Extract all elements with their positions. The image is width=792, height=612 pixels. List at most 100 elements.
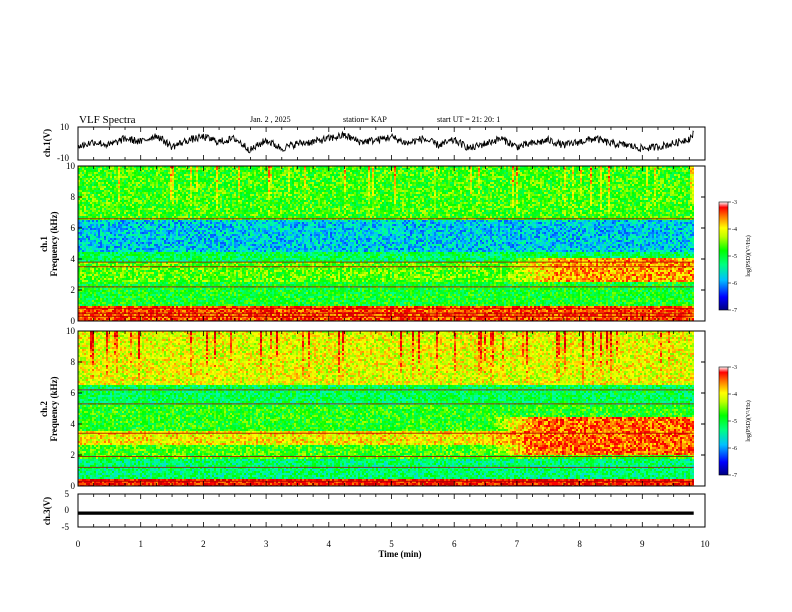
- spectrogram-cell: [108, 230, 110, 232]
- spectrogram-cell: [130, 216, 132, 218]
- spectrogram-cell: [178, 292, 180, 294]
- spectrogram-cell: [184, 302, 186, 304]
- spectrogram-cell: [170, 168, 172, 170]
- spectrogram-cell: [178, 282, 180, 284]
- spectrogram-cell: [174, 172, 176, 174]
- spectrogram-cell: [164, 184, 166, 186]
- spectrogram-cell: [146, 224, 148, 226]
- spectrogram-cell: [150, 228, 152, 230]
- spectrogram-cell: [96, 188, 98, 190]
- spectrogram-cell: [88, 230, 90, 232]
- spectrogram-cell: [168, 242, 170, 244]
- spectrogram-cell: [136, 174, 138, 176]
- spectrogram-cell: [80, 228, 82, 230]
- spectrogram-cell: [150, 290, 152, 292]
- spectrogram-cell: [154, 224, 156, 226]
- spectrogram-cell: [120, 244, 122, 246]
- spectrogram-cell: [104, 226, 106, 228]
- spectrogram-cell: [162, 192, 164, 194]
- spectrogram-cell: [96, 248, 98, 250]
- spectrogram-cell: [96, 318, 98, 320]
- spectrogram-cell: [114, 192, 116, 194]
- spectrogram-cell: [190, 254, 192, 256]
- spectrogram-cell: [110, 206, 112, 208]
- spectrogram-cell: [156, 282, 158, 284]
- spectrogram-cell: [170, 234, 172, 236]
- spectrogram-cell: [126, 182, 128, 184]
- spectrogram-cell: [134, 174, 136, 176]
- spectrogram-cell: [160, 318, 162, 320]
- spectrogram-cell: [132, 280, 134, 282]
- spectrogram-cell: [94, 238, 96, 240]
- spectrogram-cell: [188, 278, 190, 280]
- spectrogram-cell: [170, 246, 172, 248]
- spectrogram-cell: [148, 210, 150, 212]
- spectrogram-cell: [96, 222, 98, 224]
- spectrogram-cell: [94, 242, 96, 244]
- spectrogram-cell: [88, 294, 90, 296]
- spectrogram-cell: [140, 172, 142, 174]
- spectrogram-cell: [108, 220, 110, 222]
- spectrogram-cell: [170, 258, 172, 260]
- spectrogram-cell: [82, 238, 84, 240]
- spectrogram-cell: [182, 210, 184, 212]
- spectrogram-cell: [100, 220, 102, 222]
- spectrogram-cell: [160, 226, 162, 228]
- spectrogram-cell: [98, 292, 100, 294]
- spectrogram-cell: [136, 212, 138, 214]
- spectrogram-cell: [128, 220, 130, 222]
- spectrogram-cell: [194, 212, 196, 214]
- spectrogram-cell: [138, 194, 140, 196]
- spectrogram-cell: [126, 268, 128, 270]
- spectrogram-cell: [136, 250, 138, 252]
- spectrogram-cell: [192, 206, 194, 208]
- spectrogram-cell: [180, 200, 182, 202]
- spectrogram-cell: [120, 302, 122, 304]
- spectrogram-cell: [174, 240, 176, 242]
- spectrogram-cell: [84, 198, 86, 200]
- spectrogram-cell: [160, 184, 162, 186]
- spectrogram-cell: [128, 252, 130, 254]
- spectrogram-cell: [190, 166, 192, 168]
- spectrogram-cell: [108, 314, 110, 316]
- spectrogram-cell: [176, 208, 178, 210]
- spectrogram-cell: [102, 298, 104, 300]
- spectrogram-cell: [104, 280, 106, 282]
- spectrogram-cell: [138, 228, 140, 230]
- spectrogram-cell: [110, 304, 112, 306]
- spectrogram-cell: [142, 250, 144, 252]
- spectrogram-cell: [112, 220, 114, 222]
- spectrogram-cell: [182, 244, 184, 246]
- spectrogram-cell: [146, 214, 148, 216]
- spectrogram-cell: [190, 180, 192, 182]
- spectrogram-cell: [144, 202, 146, 204]
- spectrogram-cell: [84, 180, 86, 182]
- spectrogram-cell: [142, 174, 144, 176]
- spectrogram-cell: [90, 290, 92, 292]
- spectrogram-cell: [120, 232, 122, 234]
- spectrogram-cell: [186, 258, 188, 260]
- spectrogram-cell: [196, 270, 198, 272]
- spectrogram-cell: [78, 222, 80, 224]
- spectrogram-cell: [184, 258, 186, 260]
- spectrogram-cell: [144, 316, 146, 318]
- spectrogram-cell: [188, 228, 190, 230]
- spectrogram-cell: [136, 270, 138, 272]
- spectrogram-cell: [162, 260, 164, 262]
- spectrogram-cell: [162, 256, 164, 258]
- spectrogram-cell: [146, 310, 148, 312]
- spectrogram-cell: [158, 206, 160, 208]
- spectrogram-cell: [166, 214, 168, 216]
- spectrogram-cell: [168, 184, 170, 186]
- spectrogram-cell: [148, 168, 150, 170]
- spectrogram-cell: [150, 172, 152, 174]
- spectrogram-cell: [196, 168, 198, 170]
- spectrogram-cell: [154, 232, 156, 234]
- spectrogram-cell: [120, 176, 122, 178]
- spectrogram-cell: [78, 168, 80, 170]
- spectrogram-cell: [80, 212, 82, 214]
- spectrogram-cell: [84, 278, 86, 280]
- spectrogram-cell: [142, 244, 144, 246]
- spectrogram-cell: [78, 204, 80, 206]
- spectrogram-cell: [88, 244, 90, 246]
